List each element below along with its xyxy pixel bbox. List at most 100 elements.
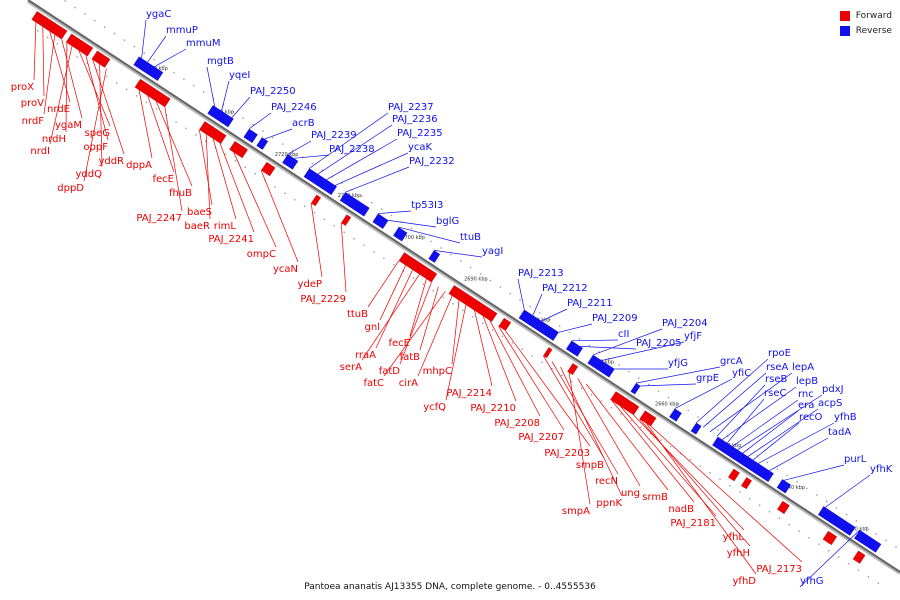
forward-gene-label-yfhl-48[interactable]: yfhL [723,532,745,543]
reverse-gene-block-18[interactable] [817,505,856,536]
reverse-gene-label-era-39[interactable]: era [798,400,814,411]
forward-gene-block-6[interactable] [260,161,276,177]
reverse-gene-label-paj-2239-8[interactable]: PAJ_2239 [311,130,357,141]
forward-gene-label-yfhh-49[interactable]: yfhH [727,548,750,559]
forward-gene-label-nrdi-6[interactable]: nrdI [30,146,50,157]
reverse-gene-block-13[interactable] [630,382,641,395]
reverse-gene-label-yqei-4[interactable]: yqeI [229,70,250,81]
reverse-gene-label-paj-2238-9[interactable]: PAJ_2238 [329,144,375,155]
reverse-gene-block-19[interactable] [853,529,882,553]
reverse-gene-block-11[interactable] [565,340,584,357]
forward-gene-label-paj-2173-51[interactable]: PAJ_2173 [756,564,802,575]
forward-gene-label-paj-2247-15[interactable]: PAJ_2247 [136,213,182,224]
forward-gene-label-riml-18[interactable]: rimL [214,221,237,232]
reverse-gene-block-15[interactable] [690,422,702,435]
forward-gene-block-16[interactable] [727,468,741,482]
forward-gene-label-ung-44[interactable]: ung [621,488,640,499]
forward-gene-block-5[interactable] [229,140,249,159]
forward-gene-label-rraa-26[interactable]: rraA [355,350,376,361]
reverse-gene-label-grca-28[interactable]: grcA [720,356,743,367]
reverse-gene-block-1[interactable] [207,104,234,128]
reverse-gene-block-12[interactable] [587,354,615,378]
reverse-gene-label-tp53i3-15[interactable]: tp53I3 [411,200,443,211]
reverse-gene-label-paj-2237-10[interactable]: PAJ_2237 [388,102,434,113]
reverse-gene-block-9[interactable] [428,250,441,264]
forward-gene-label-yddr-9[interactable]: yddR [98,156,124,167]
forward-gene-label-nrde-2[interactable]: nrdE [47,104,70,115]
forward-gene-label-yfhd-50[interactable]: yfhD [733,576,757,587]
reverse-gene-label-lepb-35[interactable]: lepB [796,376,818,387]
forward-gene-label-fatc-31[interactable]: fatC [363,378,384,389]
reverse-gene-label-bglg-16[interactable]: bglG [436,216,459,227]
forward-gene-label-paj-2203-39[interactable]: PAJ_2203 [544,448,590,459]
forward-gene-label-sera-27[interactable]: serA [340,362,362,373]
forward-gene-block-20[interactable] [852,550,866,564]
forward-gene-label-baes-16[interactable]: baeS [187,207,212,218]
forward-gene-label-cira-32[interactable]: cirA [399,378,418,389]
forward-gene-block-12[interactable] [542,346,553,359]
forward-gene-label-recn-41[interactable]: recN [595,476,618,487]
forward-gene-label-ydep-22[interactable]: ydeP [298,279,322,290]
forward-gene-label-fatb-30[interactable]: fatB [400,352,421,363]
forward-gene-label-paj-2181-47[interactable]: PAJ_2181 [670,518,716,529]
forward-gene-block-13[interactable] [567,362,579,376]
reverse-gene-label-paj-2246-6[interactable]: PAJ_2246 [271,102,317,113]
reverse-gene-label-lepa-33[interactable]: lepA [792,362,814,373]
reverse-gene-label-rseb-34[interactable]: rseB [765,374,787,385]
forward-gene-block-10[interactable] [448,284,498,323]
forward-gene-label-prov-1[interactable]: proV [21,98,44,109]
reverse-gene-block-2[interactable] [243,128,259,144]
reverse-gene-label-purl-44[interactable]: purL [844,454,867,465]
forward-gene-label-baer-17[interactable]: baeR [184,221,210,232]
reverse-gene-label-mgtb-3[interactable]: mgtB [207,56,234,67]
forward-gene-label-dppa-12[interactable]: dppA [126,160,152,171]
reverse-gene-block-3[interactable] [256,137,269,151]
reverse-gene-label-yfhg-46[interactable]: yfhG [800,576,824,587]
reverse-gene-label-paj-2236-11[interactable]: PAJ_2236 [392,114,438,125]
forward-gene-label-smpb-40[interactable]: smpB [576,460,604,471]
reverse-gene-block-8[interactable] [392,226,408,242]
reverse-gene-label-tada-43[interactable]: tadA [828,427,851,438]
reverse-gene-label-acps-40[interactable]: acpS [818,398,842,409]
reverse-gene-label-yagi-18[interactable]: yagI [482,246,503,257]
reverse-gene-label-ttub-17[interactable]: ttuB [460,232,481,243]
forward-gene-label-ygam-4[interactable]: ygaM [55,120,82,131]
forward-gene-block-17[interactable] [740,476,753,490]
reverse-gene-block-16[interactable] [711,436,775,483]
reverse-gene-label-grpe-29[interactable]: grpE [696,373,719,384]
reverse-gene-label-ygac-0[interactable]: ygaC [146,9,171,20]
forward-gene-block-4[interactable] [198,120,227,145]
reverse-gene-label-yfhb-42[interactable]: yfhB [834,412,857,423]
reverse-gene-block-14[interactable] [668,408,683,422]
reverse-gene-label-acrb-7[interactable]: acrB [292,118,315,129]
reverse-gene-label-paj-2232-14[interactable]: PAJ_2232 [409,156,455,167]
reverse-gene-block-6[interactable] [339,191,370,217]
forward-gene-label-ycan-21[interactable]: ycaN [273,264,298,275]
forward-gene-label-oppf-8[interactable]: oppF [83,142,108,153]
forward-gene-label-paj-2208-37[interactable]: PAJ_2208 [494,418,540,429]
forward-gene-label-paj-2241-19[interactable]: PAJ_2241 [208,234,254,245]
forward-gene-label-smpa-43[interactable]: smpA [562,506,590,517]
forward-gene-label-dppd-11[interactable]: dppD [57,183,84,194]
forward-gene-label-ttub-24[interactable]: ttuB [347,309,368,320]
forward-gene-label-gnl-25[interactable]: gnl [365,322,380,333]
forward-gene-label-srmb-45[interactable]: srmB [642,492,668,503]
forward-gene-label-ppnk-42[interactable]: ppnK [596,498,622,509]
forward-gene-label-nadb-46[interactable]: nadB [668,504,694,515]
reverse-gene-block-7[interactable] [372,213,389,230]
reverse-gene-label-mmup-1[interactable]: mmuP [166,25,198,36]
reverse-gene-label-rpoe-31[interactable]: rpoE [768,348,791,359]
reverse-gene-label-paj-2235-12[interactable]: PAJ_2235 [397,128,443,139]
reverse-gene-label-yfic-30[interactable]: yfiC [732,368,751,379]
reverse-gene-label-paj-2212-20[interactable]: PAJ_2212 [542,283,588,294]
reverse-gene-label-paj-2209-22[interactable]: PAJ_2209 [592,313,638,324]
reverse-gene-block-17[interactable] [776,478,792,494]
reverse-gene-block-10[interactable] [518,309,560,342]
forward-gene-label-prox-0[interactable]: proX [11,82,34,93]
forward-gene-label-speg-7[interactable]: speG [85,128,110,139]
forward-gene-block-18[interactable] [776,500,790,515]
reverse-gene-label-cii-23[interactable]: cII [618,329,629,340]
reverse-gene-label-pdxj-38[interactable]: pdxJ [822,384,844,395]
reverse-gene-label-yfjf-26[interactable]: yfjF [684,331,702,342]
forward-gene-label-nrdf-3[interactable]: nrdF [22,116,45,127]
